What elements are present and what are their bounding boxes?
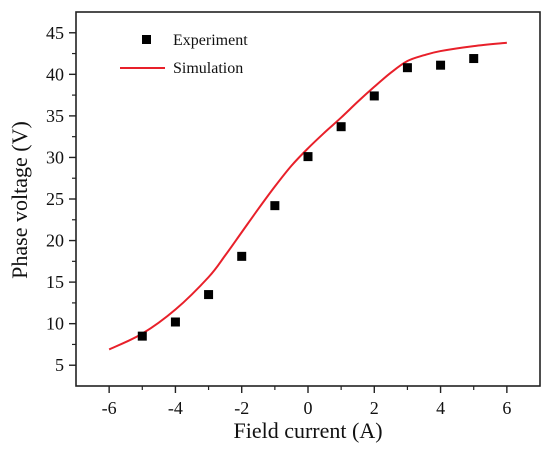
- x-tick-label: 0: [304, 398, 313, 418]
- ticks-group: [69, 32, 508, 393]
- experiment-point: [469, 54, 479, 64]
- experiment-markers: [137, 54, 479, 341]
- x-axis-title: Field current (A): [233, 418, 382, 443]
- experiment-point: [436, 60, 446, 70]
- experiment-point: [170, 317, 180, 327]
- experiment-point: [303, 152, 313, 162]
- experiment-point: [402, 63, 412, 73]
- x-tick-label: -6: [102, 398, 117, 418]
- x-tick-label: -2: [234, 398, 249, 418]
- legend-label-experiment: Experiment: [173, 32, 248, 49]
- simulation-line: [108, 41, 507, 351]
- y-axis-title: Phase voltage (V): [7, 121, 32, 279]
- experiment-point: [137, 331, 147, 341]
- legend-label-simulation: Simulation: [173, 60, 243, 77]
- x-tick-label: -4: [168, 398, 183, 418]
- experiment-point: [369, 91, 379, 101]
- tick-labels-group: -6 -4 -2 0 2 4 6 5 10 15 20 25 30 35 40 45: [46, 23, 511, 418]
- experiment-point: [204, 290, 214, 300]
- x-tick-label: 6: [502, 398, 511, 418]
- y-tick-label: 10: [46, 314, 64, 334]
- y-tick-label: 30: [46, 147, 64, 167]
- y-tick-label: 40: [46, 64, 64, 84]
- y-tick-label: 20: [46, 231, 64, 251]
- x-tick-label: 4: [436, 398, 445, 418]
- y-tick-label: 35: [46, 106, 64, 126]
- experiment-point: [336, 122, 346, 132]
- y-tick-label: 5: [55, 355, 64, 375]
- legend-marker-experiment: [142, 35, 151, 44]
- y-tick-label: 15: [46, 272, 64, 292]
- experiment-point: [270, 201, 280, 211]
- y-tick-label: 25: [46, 189, 64, 209]
- y-tick-label: 45: [46, 23, 64, 43]
- experiment-point: [237, 251, 247, 261]
- legend: Experiment Simulation: [120, 32, 248, 77]
- x-tick-label: 2: [370, 398, 379, 418]
- plot-area: [75, 11, 541, 387]
